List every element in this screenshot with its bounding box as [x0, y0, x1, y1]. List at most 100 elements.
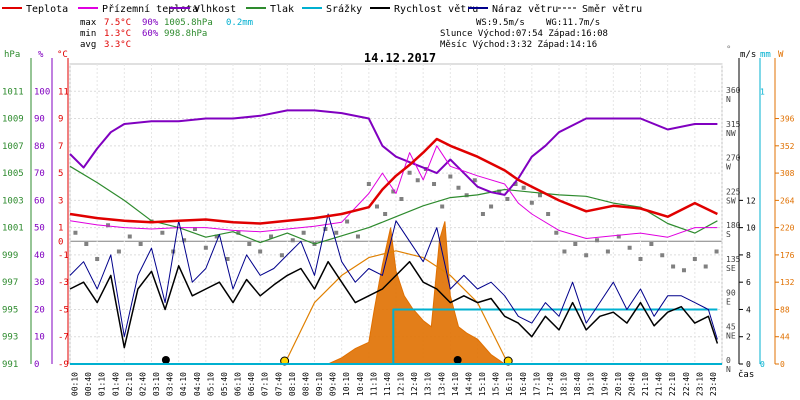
y-tick-label-pressure_hpa: 1009	[2, 115, 24, 125]
x-tick-label: 07:10	[261, 372, 270, 396]
y-tick-label-pressure_hpa: 1001	[2, 224, 24, 234]
x-tick-label: 06:40	[247, 372, 256, 396]
mm-tick-label: 0	[760, 360, 765, 369]
ms-tick-label: 6	[746, 278, 751, 287]
x-tick-label: 00:10	[71, 372, 80, 396]
y-tick-label-pressure_hpa: 1005	[2, 169, 24, 179]
wind-dir-point	[432, 182, 437, 186]
stats-min-press: 998.8hPa	[164, 29, 207, 39]
wind-dir-point	[407, 170, 412, 175]
stats-precip: 0.2mm	[226, 18, 253, 28]
y-tick-label-pressure_hpa: 991	[2, 360, 18, 370]
y-tick-label-humidity_pct: 90	[34, 115, 45, 125]
wind-dir-point	[366, 182, 371, 186]
x-tick-label: 18:40	[573, 372, 582, 396]
legend: Teplota Přízemní teplota Vlhkost Tlak Sr…	[2, 3, 642, 15]
wind-dir-point	[554, 230, 559, 235]
y-tick-label-temperature_c: 3	[58, 196, 63, 206]
wind-dir-point	[627, 245, 632, 250]
legend-label: Vlhkost	[194, 4, 236, 15]
wind-dir-point	[448, 174, 453, 179]
y-tick-label-temperature_c: 0	[58, 237, 63, 247]
dir-tick-label: 315	[726, 120, 741, 129]
mm-tick-label: 1	[760, 87, 765, 96]
x-tick-label: 02:40	[138, 372, 147, 396]
x-tick-label: 00:40	[84, 372, 93, 396]
ms-tick-label: 2	[746, 333, 751, 342]
y-tick-label-pressure_hpa: 1007	[2, 142, 24, 152]
stats-max-hum: 90%	[142, 18, 159, 28]
x-tick-label: 20:10	[614, 372, 623, 396]
wind-dir-point	[116, 249, 121, 254]
w-tick-label: 88	[780, 305, 790, 314]
y-tick-label-pressure_hpa: 1003	[2, 196, 24, 206]
y-tick-label-humidity_pct: 30	[34, 278, 45, 288]
wind-dir-point	[562, 249, 567, 254]
wind-dir-point	[681, 268, 686, 273]
x-tick-label: 13:10	[424, 372, 433, 396]
wind-dir-point	[334, 230, 339, 235]
y-tick-label-humidity_pct: 0	[34, 360, 39, 370]
stats-avg-label: avg	[80, 40, 96, 50]
wind-dir-point	[480, 212, 485, 216]
x-tick-label: 18:10	[560, 372, 569, 396]
dir-tick-label: 45	[726, 322, 736, 331]
axis-header-ms: m/s	[740, 50, 756, 60]
stats-sun: Slunce Východ:07:54 Západ:16:08	[440, 29, 608, 39]
w-tick-label: 308	[780, 169, 795, 178]
wind-dir-point	[127, 234, 132, 239]
wind-dir-point	[236, 230, 241, 235]
x-tick-label: 11:10	[369, 372, 378, 396]
dir-tick-name: SW	[726, 196, 736, 205]
y-tick-label-humidity_pct: 80	[34, 142, 45, 152]
axis-header-deg: °	[726, 45, 731, 55]
ms-tick-label: 8	[746, 251, 751, 260]
y-tick-label-temperature_c: -1	[58, 251, 69, 261]
wind-dir-point	[513, 182, 518, 186]
x-tick-label: 03:10	[152, 372, 161, 396]
wind-dir-point	[269, 234, 274, 239]
legend-label: Teplota	[26, 4, 68, 15]
stats-moon: Měsíc Východ:3:32 Západ:14:16	[440, 40, 597, 50]
wind-dir-point	[584, 253, 589, 258]
dir-tick-label: 225	[726, 187, 741, 196]
w-tick-label: 0	[780, 360, 785, 369]
wind-dir-point	[182, 238, 187, 243]
wind-dir-point	[391, 189, 396, 194]
w-tick-label: 44	[780, 333, 790, 342]
x-tick-label: 23:10	[695, 372, 704, 396]
x-tick-label: 02:10	[125, 372, 134, 396]
y-tick-label-temperature_c: 9	[58, 115, 63, 125]
wind-dir-point	[84, 242, 89, 246]
x-tick-label: 21:40	[655, 372, 664, 396]
wind-dir-point	[440, 204, 445, 209]
left-axes: 9919939959979991001100310051007100910110…	[2, 58, 69, 370]
y-tick-label-pressure_hpa: 999	[2, 251, 18, 261]
x-tick-label: 07:40	[274, 372, 283, 396]
legend-item-gust: Náraz větru	[468, 3, 558, 15]
x-tick-label: 10:40	[356, 372, 365, 396]
stats-ws: WS:9.5m/s	[476, 18, 525, 28]
y-tick-label-pressure_hpa: 1011	[2, 87, 24, 97]
x-tick-label: 15:10	[478, 372, 487, 396]
y-tick-label-humidity_pct: 70	[34, 169, 45, 179]
wind-dir-point	[345, 219, 350, 224]
x-tick-label: 08:40	[301, 372, 310, 396]
dir-tick-label: 270	[726, 154, 741, 163]
x-tick-label: 20:40	[627, 372, 636, 396]
w-tick-label: 132	[780, 278, 795, 287]
y-tick-label-humidity_pct: 20	[34, 305, 45, 315]
y-tick-label-pressure_hpa: 995	[2, 305, 18, 315]
series-line-rychlost-v-tru	[69, 260, 719, 349]
stats-wg: WG:11.7m/s	[546, 18, 600, 28]
x-tick-label: 03:40	[166, 372, 175, 396]
dir-tick-label: 0	[726, 356, 731, 365]
wind-dir-point	[573, 242, 578, 246]
dir-tick-name: E	[726, 298, 731, 307]
x-tick-label: 11:40	[383, 372, 392, 396]
series-line-vlhkost	[69, 109, 718, 196]
chart-date-title: 14.12.2017	[364, 51, 436, 65]
y-tick-label-temperature_c: 5	[58, 169, 63, 179]
wind-dir-point	[595, 238, 600, 243]
